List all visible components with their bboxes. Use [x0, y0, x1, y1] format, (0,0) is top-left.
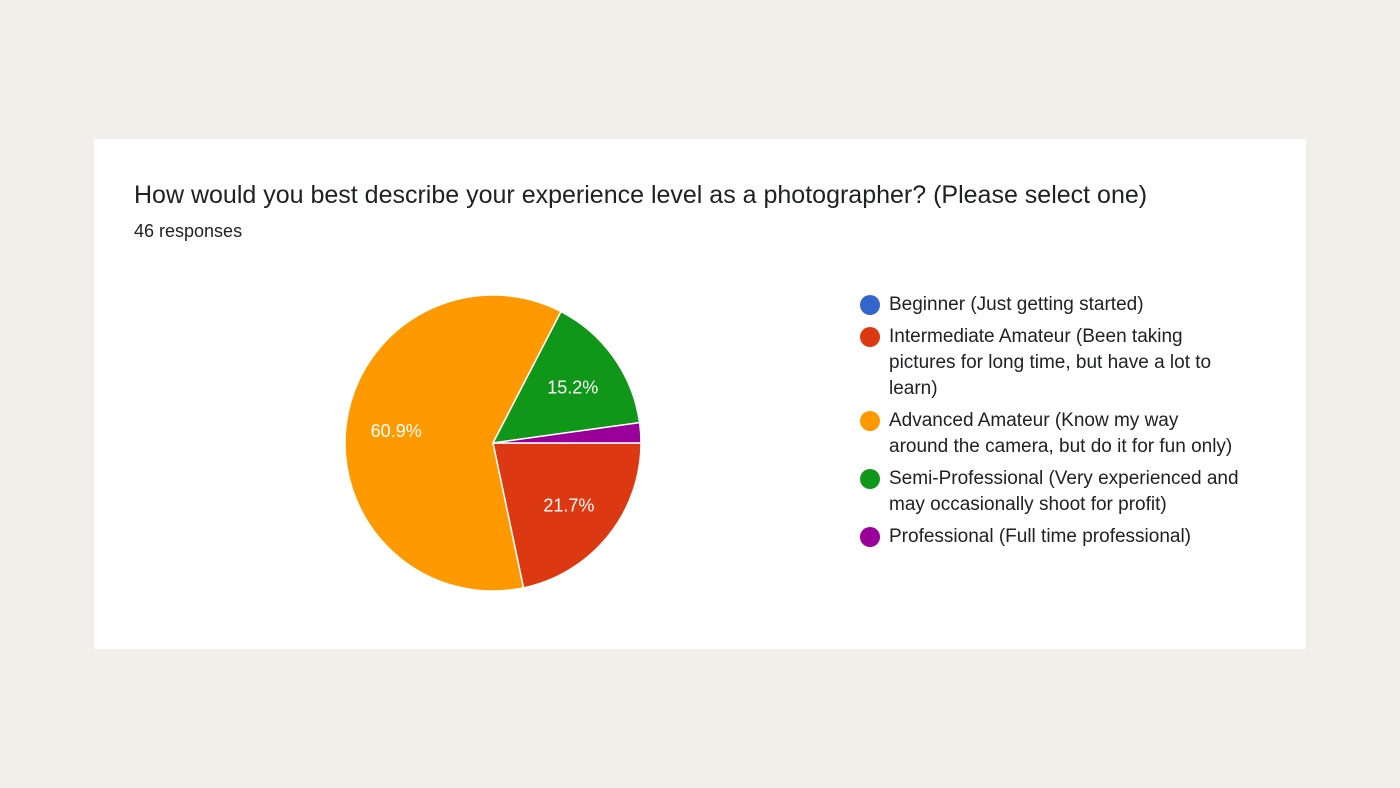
pie-slice[interactable]	[491, 310, 641, 444]
legend-swatch	[860, 469, 880, 489]
chart-card: How would you best describe your experie…	[94, 139, 1306, 649]
legend-label: Advanced Amateur (Know my way around the…	[889, 410, 1233, 457]
legend-item[interactable]: Beginner (Just getting started)	[860, 292, 1240, 318]
legend-item[interactable]: Intermediate Amateur (Been taking pictur…	[860, 324, 1240, 402]
legend-label: Semi-Professional (Very experienced and …	[889, 468, 1239, 515]
pie-slice[interactable]	[492, 421, 642, 444]
legend-swatch	[860, 527, 880, 547]
legend-label: Intermediate Amateur (Been taking pictur…	[889, 326, 1212, 399]
slice-label: 15.2%	[547, 378, 598, 398]
slice-label: 21.7%	[543, 496, 594, 516]
legend-swatch	[860, 327, 880, 347]
legend-label: Beginner (Just getting started)	[889, 294, 1144, 315]
slice-label: 60.9%	[371, 421, 422, 441]
legend-label: Professional (Full time professional)	[889, 526, 1192, 547]
chart-title: How would you best describe your experie…	[134, 181, 1148, 209]
response-count: 46 responses	[134, 221, 243, 241]
legend-swatch	[860, 411, 880, 431]
pie-slice[interactable]	[344, 294, 563, 592]
legend-swatch	[860, 295, 880, 315]
legend: Beginner (Just getting started) Intermed…	[860, 292, 1240, 556]
pie-slice[interactable]	[492, 442, 642, 589]
legend-item[interactable]: Professional (Full time professional)	[860, 524, 1240, 550]
legend-item[interactable]: Advanced Amateur (Know my way around the…	[860, 408, 1240, 460]
pie-chart: 21.7% 60.9% 15.2%	[344, 294, 642, 592]
legend-item[interactable]: Semi-Professional (Very experienced and …	[860, 466, 1240, 518]
